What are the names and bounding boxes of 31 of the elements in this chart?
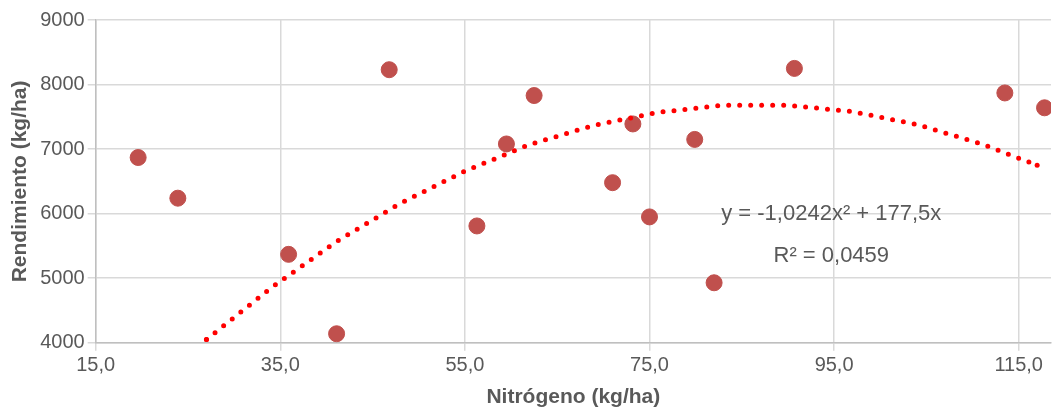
point [468, 217, 486, 235]
point [624, 115, 642, 133]
point [380, 61, 398, 79]
point [328, 325, 346, 343]
point [705, 274, 723, 292]
point [497, 135, 515, 153]
x-axis-title: Nitrógeno (kg/ha) [486, 384, 661, 408]
y-tick-label: 7000 [40, 136, 85, 159]
point [996, 84, 1014, 102]
y-tick-label: 5000 [40, 265, 85, 288]
x-tick-label: 75,0 [630, 353, 669, 376]
y-tick-label: 4000 [40, 330, 85, 353]
y-tick-label: 8000 [40, 72, 85, 95]
point [785, 59, 803, 77]
x-tick-label: 55,0 [445, 353, 485, 376]
annotation: y = -1,0242x² + 177,5x [721, 199, 942, 225]
y-axis-title: Rendimiento (kg/ha) [7, 80, 31, 283]
y-tick-label: 6000 [40, 201, 85, 224]
annotation: R² = 0,0459 [773, 241, 890, 267]
point [686, 130, 704, 148]
x-tick-label: 95,0 [814, 353, 854, 376]
x-tick-label: 35,0 [260, 353, 300, 376]
x-tick-label: 15,0 [76, 353, 116, 376]
point [129, 149, 147, 167]
point [280, 245, 298, 263]
point [604, 174, 622, 192]
point [525, 87, 543, 105]
x-tick-label: 115,0 [994, 353, 1043, 376]
y-tick-label: 9000 [40, 7, 85, 30]
point [640, 208, 658, 226]
point [169, 189, 187, 207]
